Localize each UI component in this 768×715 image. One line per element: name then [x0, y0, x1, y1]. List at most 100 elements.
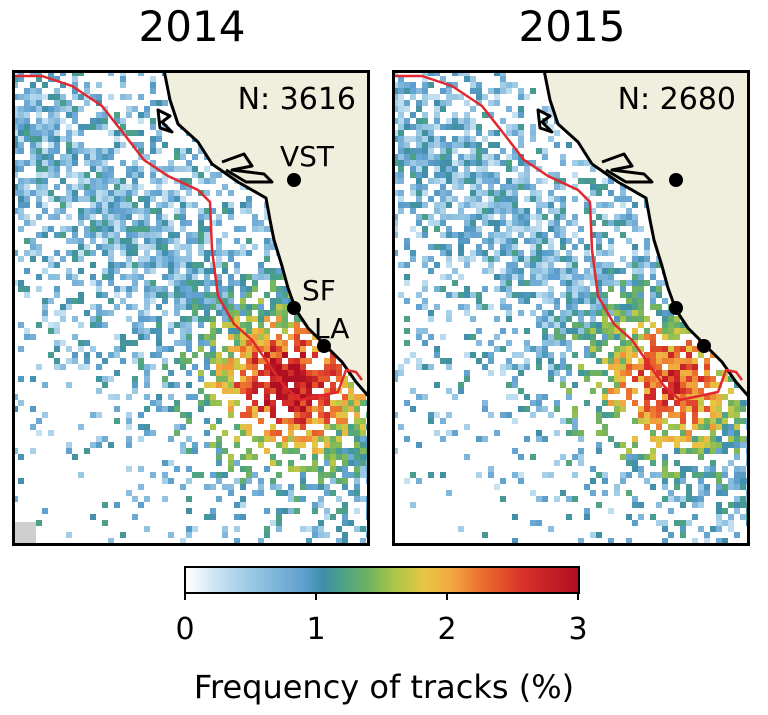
heatmap-cell	[282, 364, 288, 370]
heatmap-cell	[120, 286, 126, 292]
heatmap-cell	[464, 178, 470, 184]
heatmap-cell	[422, 118, 428, 124]
heatmap-cell	[398, 124, 404, 130]
heatmap-cell	[96, 436, 102, 442]
heatmap-cell	[60, 202, 66, 208]
heatmap-cell	[662, 496, 668, 502]
heatmap-cell	[596, 532, 602, 538]
heatmap-cell	[524, 340, 530, 346]
heatmap-cell	[120, 142, 126, 148]
study-boundary-line	[12, 74, 363, 402]
heatmap-cell	[216, 328, 222, 334]
heatmap-cell	[554, 334, 560, 340]
heatmap-cell	[18, 286, 24, 292]
heatmap-cell	[330, 490, 336, 496]
heatmap-cell	[240, 412, 246, 418]
heatmap-cell	[264, 448, 270, 454]
heatmap-cell	[650, 358, 656, 364]
heatmap-cell	[422, 88, 428, 94]
heatmap-cell	[144, 334, 150, 340]
heatmap-cell	[518, 352, 524, 358]
heatmap-cell	[168, 232, 174, 238]
heatmap-cell	[162, 100, 168, 106]
heatmap-cell	[126, 94, 132, 100]
heatmap-cell	[132, 130, 138, 136]
heatmap-cell	[354, 412, 360, 418]
heatmap-cell	[192, 238, 198, 244]
heatmap-cell	[476, 172, 482, 178]
heatmap-cell	[734, 532, 740, 538]
heatmap-cell	[662, 430, 668, 436]
heatmap-cell	[644, 238, 650, 244]
heatmap-cell	[216, 454, 222, 460]
heatmap-cell	[156, 244, 162, 250]
heatmap-cell	[488, 202, 494, 208]
heatmap-cell	[626, 340, 632, 346]
heatmap-cell	[102, 148, 108, 154]
heatmap-cell	[488, 412, 494, 418]
heatmap-cell	[482, 268, 488, 274]
heatmap-cell	[548, 268, 554, 274]
heatmap-cell	[168, 160, 174, 166]
heatmap-cell	[72, 82, 78, 88]
heatmap-cell	[78, 250, 84, 256]
heatmap-cell	[360, 460, 366, 466]
heatmap-cell	[210, 382, 216, 388]
heatmap-cell	[318, 382, 324, 388]
heatmap-cell	[554, 316, 560, 322]
heatmap-cell	[596, 250, 602, 256]
heatmap-cell	[602, 388, 608, 394]
heatmap-cell	[608, 274, 614, 280]
heatmap-cell	[494, 334, 500, 340]
heatmap-cell	[566, 292, 572, 298]
heatmap-cell	[174, 268, 180, 274]
heatmap-cell	[548, 334, 554, 340]
heatmap-cell	[650, 352, 656, 358]
heatmap-cell	[246, 316, 252, 322]
heatmap-cell	[180, 442, 186, 448]
heatmap-cell	[216, 304, 222, 310]
heatmap-cell	[102, 172, 108, 178]
heatmap-cell	[674, 448, 680, 454]
heatmap-cell	[150, 364, 156, 370]
heatmap-cell	[234, 280, 240, 286]
heatmap-cell	[584, 244, 590, 250]
heatmap-cell	[542, 292, 548, 298]
heatmap-cell	[312, 418, 318, 424]
heatmap-cell	[662, 466, 668, 472]
heatmap-cell	[42, 160, 48, 166]
heatmap-cell	[282, 298, 288, 304]
heatmap-cell	[662, 406, 668, 412]
heatmap-cell	[42, 382, 48, 388]
heatmap-cell	[608, 538, 614, 544]
heatmap-cell	[180, 214, 186, 220]
heatmap-cell	[578, 460, 584, 466]
heatmap-cell	[132, 268, 138, 274]
heatmap-cell	[252, 280, 258, 286]
heatmap-cell	[150, 400, 156, 406]
heatmap-cell	[258, 340, 264, 346]
heatmap-cell	[662, 280, 668, 286]
heatmap-cell	[530, 190, 536, 196]
heatmap-cell	[722, 418, 728, 424]
heatmap-cell	[348, 424, 354, 430]
heatmap-cell	[42, 298, 48, 304]
heatmap-cell	[500, 214, 506, 220]
heatmap-cell	[572, 214, 578, 220]
heatmap-cell	[422, 364, 428, 370]
heatmap-cell	[156, 400, 162, 406]
heatmap-cell	[150, 298, 156, 304]
heatmap-cell	[138, 334, 144, 340]
heatmap-cell	[60, 304, 66, 310]
heatmap-cell	[336, 526, 342, 532]
heatmap-cell	[530, 346, 536, 352]
heatmap-cell	[102, 238, 108, 244]
heatmap-cell	[36, 124, 42, 130]
heatmap-cell	[84, 226, 90, 232]
heatmap-cell	[554, 184, 560, 190]
heatmap-cell	[36, 418, 42, 424]
heatmap-cell	[512, 166, 518, 172]
heatmap-cell	[650, 436, 656, 442]
heatmap-cell	[66, 382, 72, 388]
heatmap-cell	[186, 394, 192, 400]
